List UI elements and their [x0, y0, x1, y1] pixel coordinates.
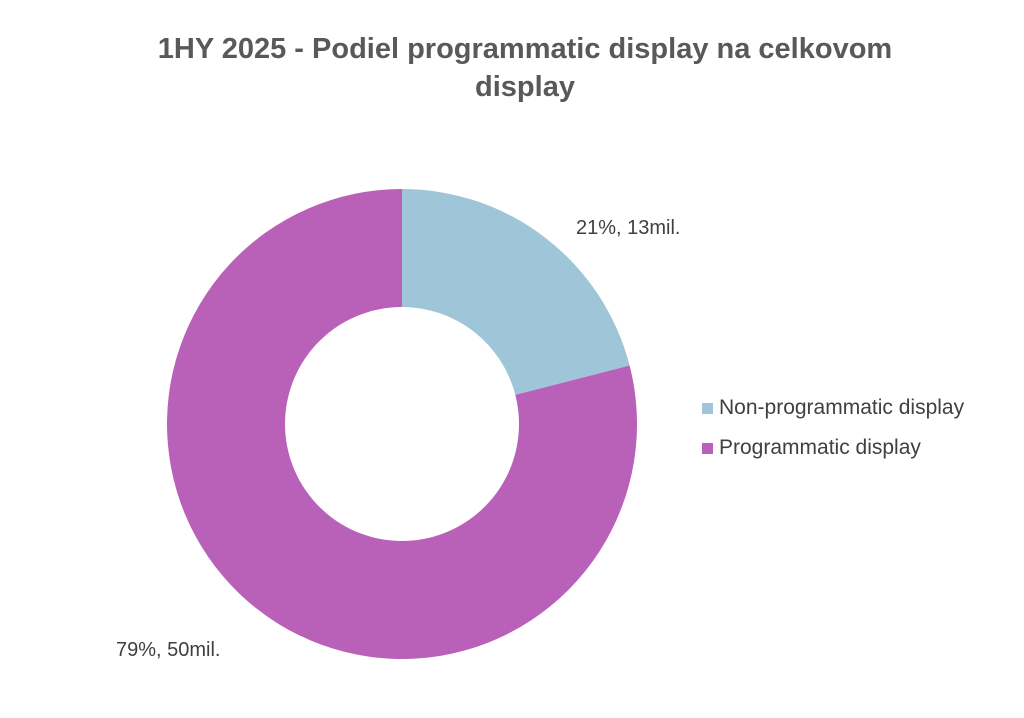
- chart-title-line-1: 1HY 2025 - Podiel programmatic display n…: [157, 33, 893, 65]
- legend-swatch-non-programmatic: [702, 402, 713, 414]
- donut-slices: [166, 189, 637, 659]
- data-label-programmatic: 79%, 50mil.: [116, 639, 221, 661]
- donut-slice-non-programmatic: [402, 189, 630, 395]
- legend-swatch-programmatic: [702, 442, 713, 454]
- chart-title-line-2: display: [475, 71, 575, 103]
- data-label-non-programmatic: 21%, 13mil.: [576, 217, 681, 239]
- legend-item-programmatic: Programmatic display: [702, 428, 964, 468]
- donut-slice-programmatic: [166, 189, 637, 659]
- chart-title: 1HY 2025 - Podiel programmatic display n…: [0, 30, 1024, 106]
- legend-label-non-programmatic: Non-programmatic display: [719, 396, 965, 419]
- donut-data-labels: 21%, 13mil. 79%, 50mil.: [116, 217, 681, 661]
- legend-label-programmatic: Programmatic display: [719, 436, 921, 459]
- legend: Non-programmatic display Programmatic di…: [702, 388, 964, 468]
- legend-item-non-programmatic: Non-programmatic display: [702, 388, 964, 428]
